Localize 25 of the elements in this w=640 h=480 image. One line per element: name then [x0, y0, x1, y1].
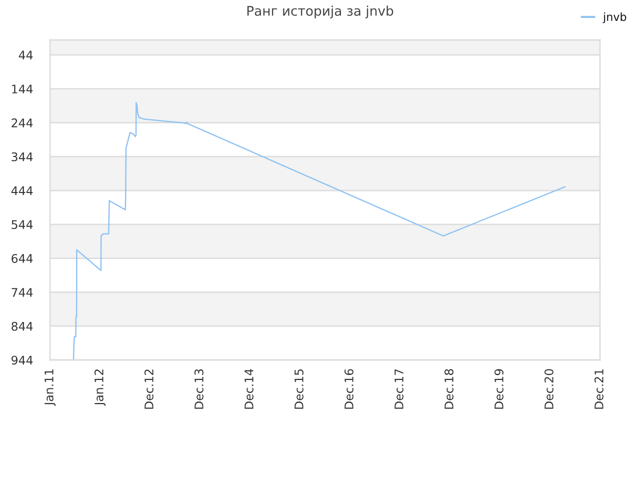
- x-tick-label: Dec.13: [194, 369, 204, 409]
- x-tick-label: Dec.20: [544, 369, 554, 409]
- x-tick-label: Dec.18: [444, 369, 454, 409]
- y-tick-label: 644: [12, 254, 33, 263]
- chart-title: Ранг историја за jnvb: [247, 6, 394, 18]
- y-tick-label: 144: [12, 84, 33, 94]
- x-tick-label: Dec.14: [244, 368, 254, 409]
- y-tick-label: 44: [18, 50, 33, 60]
- y-tick-label: 844: [12, 322, 33, 331]
- x-tick-label: Dec.19: [494, 369, 504, 409]
- x-tick-label: Jan.12: [94, 370, 106, 406]
- x-tick-label: Dec.16: [344, 369, 354, 409]
- x-tick-label: Dec.21: [594, 369, 604, 409]
- y-tick-label: 544: [12, 220, 33, 230]
- x-tick-label: Dec.12: [144, 370, 154, 409]
- x-tick-label: Jan.11: [44, 369, 56, 406]
- y-tick-label: 444: [11, 186, 33, 195]
- line-series: [72, 102, 566, 360]
- legend-label: jnvb: [602, 12, 626, 24]
- y-tick-label: 944: [12, 356, 33, 365]
- y-tick-label: 244: [12, 118, 33, 128]
- x-tick-label: Dec.17: [394, 369, 404, 409]
- y-tick-label: 744: [12, 288, 33, 297]
- x-tick-label: Dec.15: [294, 369, 304, 409]
- y-tick-label: 344: [12, 152, 33, 162]
